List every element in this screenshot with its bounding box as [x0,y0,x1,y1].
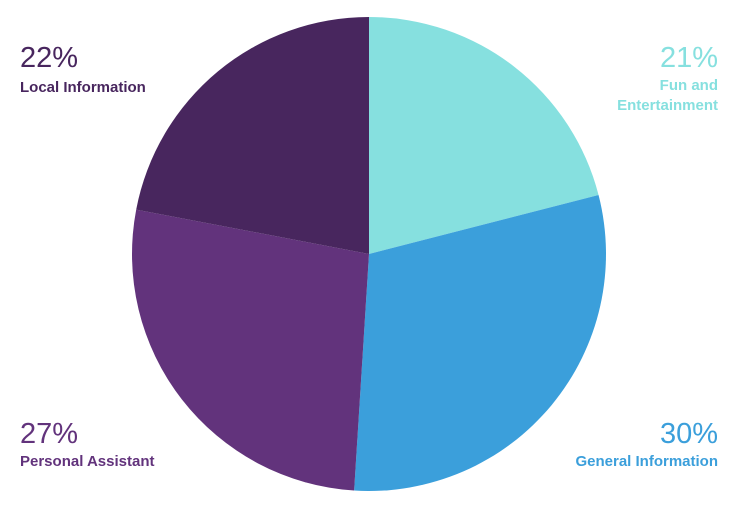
slice-category-label-personal-assistant: Personal Assistant [20,453,155,470]
label-group-personal-assistant: 27% Personal Assistant [20,418,155,470]
slice-percent-label-local-information: 22% [20,42,78,74]
pie-slice-personal-assistant [132,209,369,491]
slice-category-label-general-information: General Information [575,453,718,470]
slice-category-label-local-information: Local Information [20,79,146,96]
label-group-local-information: 22% Local Information [20,42,146,96]
slice-percent-label-personal-assistant: 27% [20,418,78,450]
pie-slice-fun-and-entertainment [369,17,599,254]
slice-category-label-fun-and-entertainment-line-2: Entertainment [617,97,718,114]
pie-slice-general-information [354,195,606,491]
slice-percent-label-fun-and-entertainment: 21% [660,42,718,74]
label-group-general-information: 30% General Information [575,418,718,470]
pie-slices [132,17,606,491]
slice-percent-label-general-information: 30% [660,418,718,450]
label-group-fun-and-entertainment: 21% Fun and Entertainment [617,42,718,114]
slice-category-label-fun-and-entertainment-line-1: Fun and [660,77,718,94]
pie-slice-local-information [136,17,369,254]
